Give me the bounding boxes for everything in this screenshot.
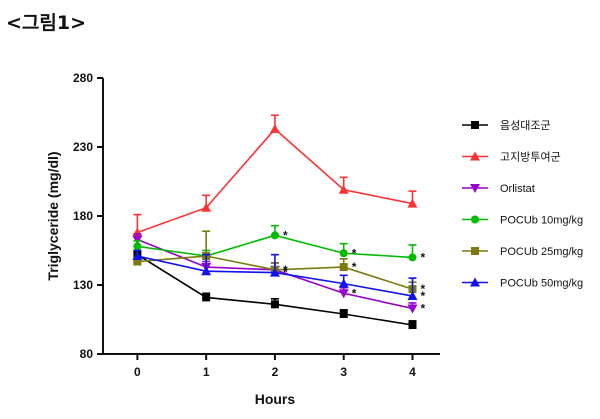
- y-axis: 80 130 180 230 280: [73, 71, 104, 361]
- significance-label: *: [283, 228, 288, 242]
- data-point: [408, 253, 417, 262]
- y-axis-title: Triglyceride (mg/dl): [45, 151, 61, 280]
- legend-label: Orlistat: [500, 183, 535, 195]
- significance-label: *: [420, 250, 425, 264]
- significance-label: *: [352, 260, 357, 274]
- data-point: [269, 124, 280, 134]
- legend-item: POCUb 25mg/kg: [462, 246, 583, 258]
- legend-marker: [471, 215, 479, 224]
- data-point: [338, 184, 349, 194]
- legend-marker: [471, 121, 479, 129]
- data-point: [133, 257, 142, 266]
- data-point: [407, 291, 418, 301]
- data-point: [270, 300, 279, 309]
- x-tick-label: 4: [409, 365, 416, 379]
- significance-label: *: [420, 301, 425, 315]
- significance-label: *: [420, 289, 425, 303]
- significance-label: *: [283, 266, 288, 280]
- significance-label: *: [352, 246, 357, 260]
- x-tick-label: 2: [272, 365, 279, 379]
- series-line: [137, 127, 413, 234]
- legend-item: POCUb 10mg/kg: [462, 215, 583, 227]
- legend-label: POCUb 10mg/kg: [500, 215, 583, 227]
- legend-marker: [470, 151, 480, 161]
- data-point: [407, 304, 418, 314]
- data-point: [269, 267, 280, 277]
- y-tick-label: 130: [73, 278, 93, 292]
- series-6: **: [132, 249, 425, 303]
- x-axis: 0 1 2 3 4: [103, 353, 440, 379]
- x-tick-label: 0: [134, 365, 141, 379]
- legend-item: POCUb 50mg/kg: [462, 277, 583, 290]
- series-2: [132, 114, 418, 237]
- data-point: [201, 266, 212, 276]
- legend-marker: [471, 247, 479, 255]
- x-tick-label: 1: [203, 365, 210, 379]
- data-point: [339, 249, 348, 258]
- series-1: [133, 249, 417, 330]
- y-tick-label: 80: [80, 347, 94, 361]
- y-tick-label: 180: [73, 209, 93, 223]
- legend-marker: [470, 277, 480, 287]
- legend-item: Orlistat: [462, 183, 535, 195]
- legend-label: 음성대조군: [500, 119, 551, 132]
- data-point: [339, 263, 348, 272]
- series-group: **** ** ****: [132, 114, 425, 330]
- data-point: [201, 202, 212, 212]
- legend-item: 고지방투여군: [462, 151, 561, 164]
- legend-item: 음성대조군: [462, 119, 551, 132]
- data-point: [270, 231, 279, 240]
- legend-label: POCUb 50mg/kg: [500, 278, 583, 290]
- data-point: [338, 278, 349, 288]
- series-4: * * *: [133, 224, 425, 264]
- legend-marker: [470, 184, 480, 193]
- data-point: [133, 242, 142, 251]
- legend-label: 고지방투여군: [500, 151, 561, 164]
- data-point: [202, 293, 211, 302]
- data-point: [408, 321, 417, 330]
- data-point: [132, 235, 143, 245]
- significance-label: *: [283, 263, 288, 277]
- significance-label: *: [352, 286, 357, 300]
- x-ticks: 0 1 2 3 4: [134, 354, 416, 379]
- data-point: [338, 289, 349, 299]
- y-ticks: 80 130 180 230 280: [73, 71, 103, 361]
- significance-label: *: [420, 282, 425, 296]
- y-tick-label: 230: [73, 140, 93, 154]
- x-tick-label: 3: [340, 365, 347, 379]
- data-point: [407, 198, 418, 208]
- data-point: [132, 251, 143, 261]
- page-title: <그림1>: [6, 12, 87, 34]
- series-5: * **: [133, 230, 425, 296]
- y-tick-label: 280: [73, 71, 93, 85]
- data-point: [339, 309, 348, 318]
- legend-label: POCUb 25mg/kg: [500, 246, 583, 258]
- x-axis-title: Hours: [255, 391, 296, 407]
